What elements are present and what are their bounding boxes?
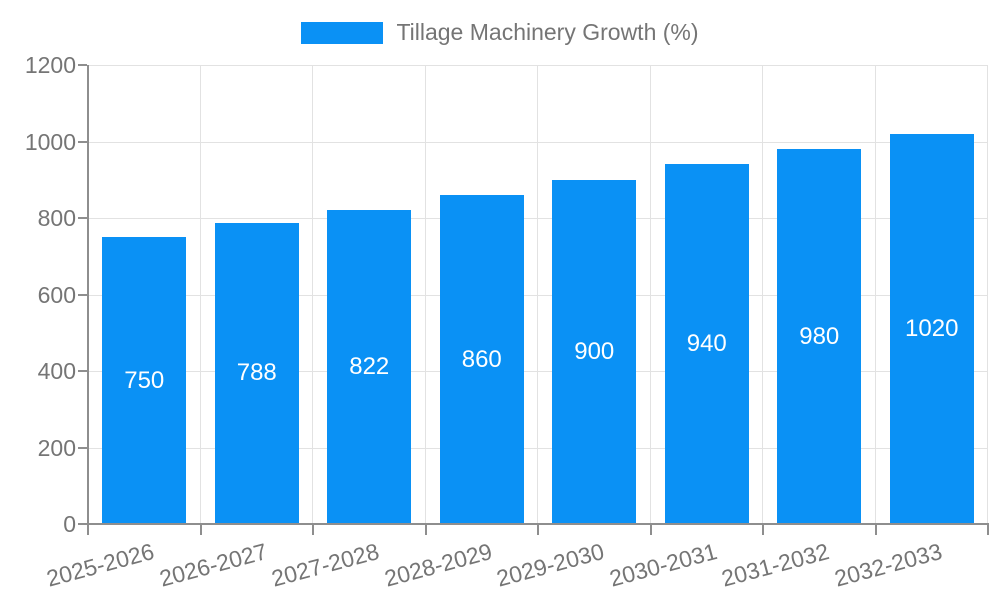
x-axis-tick [762,525,764,535]
x-axis-tick [649,525,652,535]
bar-value-label: 980 [799,322,840,350]
y-tick-label: 800 [37,205,76,231]
gridline-horizontal [88,218,988,219]
x-tick-label: 2030-2031 [606,538,720,592]
y-axis-tick [78,523,87,525]
x-axis-tick [537,525,539,535]
bar[interactable]: 900 [552,179,637,524]
legend-label: Tillage Machinery Growth (%) [396,19,699,45]
x-axis-tick [199,525,202,535]
legend-color-swatch [301,21,384,44]
gridline-horizontal [88,65,988,66]
bar[interactable]: 788 [214,222,299,524]
y-tick-label: 1200 [24,52,76,78]
bar[interactable]: 1020 [889,133,974,524]
x-tick-label: 2025-2026 [43,538,157,592]
gridline-vertical [874,65,876,524]
x-tick-label: 2026-2027 [156,538,270,592]
x-axis-tick [874,525,877,535]
gridline-vertical [762,65,763,524]
x-axis-tick [424,525,427,535]
plot-area: 0 200 400 600 800 1000 1200 750 2025-2026 788 2026… [25,52,989,592]
gridline-horizontal [88,141,988,143]
y-tick-label: 1000 [24,128,76,155]
gridline-vertical [312,65,313,524]
bar-value-label: 900 [574,337,615,365]
y-axis-tick [78,370,87,372]
gridline-horizontal [88,294,988,296]
gridline-vertical [199,65,201,524]
x-tick-label: 2029-2030 [493,538,607,592]
bar-value-label: 1020 [905,314,959,342]
bar-value-label: 750 [124,366,165,394]
x-axis-tick [87,525,89,535]
gridline-horizontal [88,447,988,449]
y-axis-tick [78,140,87,143]
y-tick-label: 400 [37,358,76,384]
y-tick-label: 0 [63,511,76,537]
bar[interactable]: 940 [664,164,749,524]
bar-value-label: 860 [461,345,502,373]
y-axis-tick [78,446,87,449]
x-tick-label: 2031-2032 [718,538,832,592]
y-tick-label: 200 [37,434,76,461]
bar-value-label: 940 [686,330,727,358]
x-axis-tick [312,525,314,535]
x-axis-tick [987,525,989,535]
gridline-vertical [424,65,426,524]
y-axis-line [87,65,89,525]
x-axis-line [87,523,989,525]
gridline-vertical [987,65,988,524]
x-tick-label: 2032-2033 [831,538,945,592]
bar[interactable]: 822 [327,209,412,524]
y-axis-tick [78,64,87,66]
bar-value-label: 788 [236,359,277,387]
y-tick-label: 600 [37,281,76,308]
bar[interactable]: 860 [439,195,524,524]
x-tick-label: 2027-2028 [268,538,382,592]
bar-value-label: 822 [349,352,390,380]
gridline-vertical [537,65,538,524]
chart-legend[interactable]: Tillage Machinery Growth (%) [0,19,1000,46]
x-tick-label: 2028-2029 [381,538,495,592]
bar[interactable]: 980 [777,149,862,524]
y-axis-tick [78,293,87,296]
gridline-horizontal [88,371,988,372]
bar[interactable]: 750 [102,237,187,524]
y-axis-tick [78,217,87,219]
gridline-vertical [649,65,651,524]
